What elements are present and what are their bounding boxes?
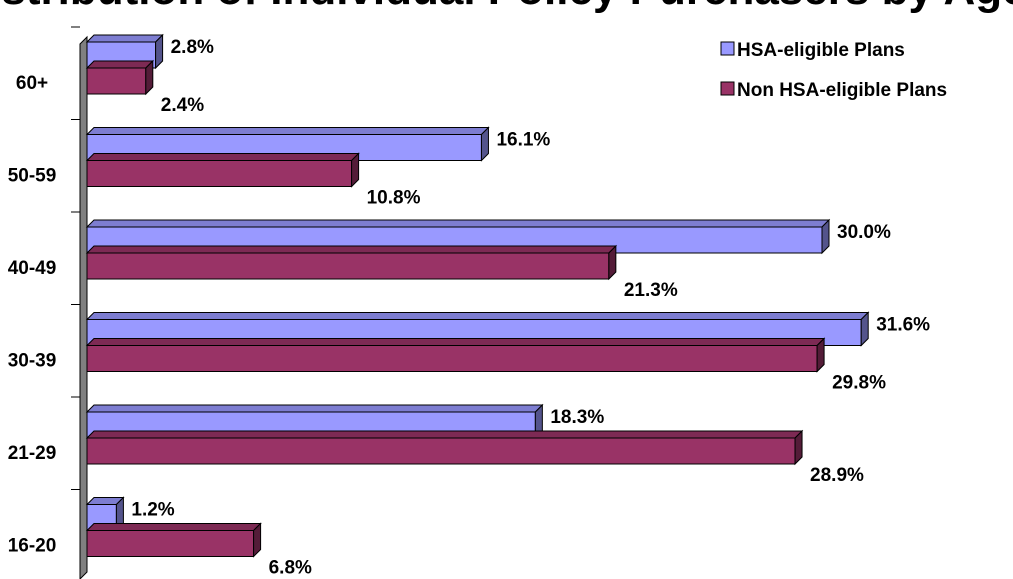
data-label-non-hsa-eligible-plans-16-20: 6.8%: [269, 558, 312, 579]
category-label-21-29: 21-29: [8, 443, 57, 464]
category-label-60: 60+: [16, 73, 48, 94]
bar-non-hsa-eligible-plans-50-59: [85, 152, 360, 188]
bar-non-hsa-eligible-plans-60: [85, 59, 155, 96]
data-label-hsa-eligible-plans-30-39: 31.6%: [876, 315, 930, 336]
legend-swatch: [720, 81, 735, 96]
data-label-non-hsa-eligible-plans-30-39: 29.8%: [832, 373, 886, 394]
data-label-non-hsa-eligible-plans-40-49: 21.3%: [624, 280, 678, 301]
data-label-hsa-eligible-plans-16-20: 1.2%: [131, 500, 174, 521]
bar-non-hsa-eligible-plans-16-20: [85, 522, 262, 558]
data-label-hsa-eligible-plans-50-59: 16.1%: [496, 130, 550, 151]
data-label-non-hsa-eligible-plans-50-59: 10.8%: [367, 188, 421, 209]
category-label-16-20: 16-20: [8, 536, 57, 557]
category-label-50-59: 50-59: [8, 166, 57, 187]
legend-label: HSA-eligible Plans: [737, 40, 905, 61]
bars: [85, 33, 870, 558]
data-label-non-hsa-eligible-plans-21-29: 28.9%: [810, 465, 864, 486]
bar-non-hsa-eligible-plans-30-39: [85, 337, 826, 373]
data-label-hsa-eligible-plans-60: 2.8%: [171, 37, 214, 58]
chart-title: Distribution of Individual Policy Purcha…: [0, 0, 1013, 14]
data-label-hsa-eligible-plans-21-29: 18.3%: [550, 407, 604, 428]
category-label-40-49: 40-49: [8, 258, 57, 279]
data-label-hsa-eligible-plans-40-49: 30.0%: [837, 222, 891, 243]
axis-wall: [79, 35, 88, 579]
bar-non-hsa-eligible-plans-21-29: [85, 429, 804, 466]
category-axis: 60+ 50-59 40-49 30-39 21-29 16-20: [8, 26, 88, 579]
legend-swatch: [720, 41, 735, 56]
legend-label: Non HSA-eligible Plans: [737, 80, 947, 101]
legend: HSA-eligible Plans Non HSA-eligible Plans: [720, 40, 947, 101]
bar-hsa-eligible-plans-40-49: [85, 218, 831, 255]
data-labels: 2.8% 2.4% 16.1% 10.8% 30.0% 21.3% 31.6% 29.8% 18…: [131, 37, 930, 579]
data-label-non-hsa-eligible-plans-60: 2.4%: [161, 95, 204, 116]
legend-item-hsa-eligible-plans: HSA-eligible Plans: [720, 40, 905, 61]
legend-item-non-hsa-eligible-plans: Non HSA-eligible Plans: [720, 80, 947, 101]
category-label-30-39: 30-39: [8, 351, 57, 372]
bar-non-hsa-eligible-plans-40-49: [85, 244, 618, 281]
